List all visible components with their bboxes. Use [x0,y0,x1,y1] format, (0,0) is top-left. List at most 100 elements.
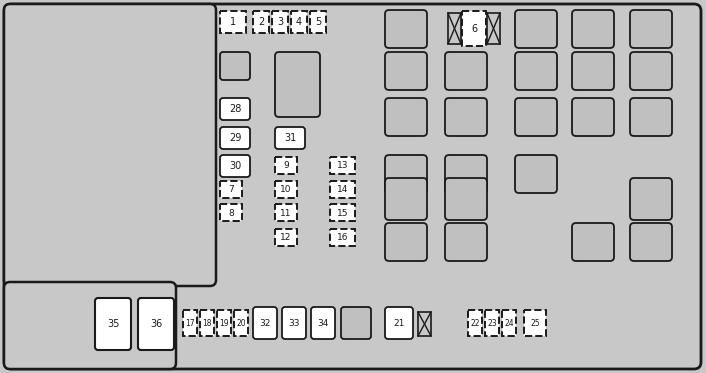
Text: 33: 33 [288,319,300,327]
FancyBboxPatch shape [630,52,672,90]
Text: 36: 36 [150,319,162,329]
Bar [275,229,297,246]
Bar [200,310,214,336]
Text: 34: 34 [317,319,329,327]
Text: 35: 35 [107,319,119,329]
Text: 21: 21 [393,319,405,327]
Bar [291,11,307,33]
FancyBboxPatch shape [572,223,614,261]
Text: 24: 24 [504,319,514,327]
Text: 19: 19 [219,319,229,327]
FancyBboxPatch shape [220,98,250,120]
Text: 8: 8 [228,209,234,217]
FancyBboxPatch shape [220,155,250,177]
FancyBboxPatch shape [385,155,427,193]
FancyBboxPatch shape [630,98,672,136]
FancyBboxPatch shape [445,52,487,90]
FancyBboxPatch shape [630,223,672,261]
FancyBboxPatch shape [515,10,557,48]
Text: 1: 1 [230,17,236,27]
FancyBboxPatch shape [275,127,305,149]
Text: 17: 17 [185,319,195,327]
FancyBboxPatch shape [275,52,320,117]
Bar [275,181,297,198]
Bar [220,181,242,198]
Text: 14: 14 [337,185,349,194]
Bar [418,312,431,336]
Text: 9: 9 [283,162,289,170]
Text: 3: 3 [277,17,283,27]
FancyBboxPatch shape [572,52,614,90]
FancyBboxPatch shape [445,98,487,136]
FancyBboxPatch shape [572,98,614,136]
Text: 18: 18 [202,319,212,327]
Text: 5: 5 [315,17,321,27]
Bar [234,310,248,336]
FancyBboxPatch shape [630,178,672,220]
Bar [272,11,288,33]
Text: 22: 22 [470,319,480,327]
Bar [330,181,355,198]
FancyBboxPatch shape [445,178,487,220]
FancyBboxPatch shape [385,10,427,48]
Text: 2: 2 [258,17,264,27]
FancyBboxPatch shape [515,98,557,136]
FancyBboxPatch shape [4,4,216,286]
Text: 25: 25 [530,319,540,327]
FancyBboxPatch shape [95,298,131,350]
FancyBboxPatch shape [253,307,277,339]
FancyBboxPatch shape [385,98,427,136]
Bar [275,157,297,174]
Text: 32: 32 [259,319,270,327]
Bar [253,11,269,33]
FancyBboxPatch shape [341,307,371,339]
Bar [502,310,516,336]
Bar [485,310,499,336]
FancyBboxPatch shape [385,52,427,90]
FancyBboxPatch shape [4,4,701,369]
FancyBboxPatch shape [445,155,487,193]
Text: 29: 29 [229,133,241,143]
FancyBboxPatch shape [515,52,557,90]
FancyBboxPatch shape [515,155,557,193]
FancyBboxPatch shape [4,282,176,369]
Bar [183,310,197,336]
Bar [330,229,355,246]
Text: 12: 12 [280,233,292,242]
FancyBboxPatch shape [572,10,614,48]
Text: 16: 16 [337,233,349,242]
Bar [220,11,246,33]
Text: 30: 30 [229,161,241,171]
FancyBboxPatch shape [385,223,427,261]
Text: 7: 7 [228,185,234,194]
Text: 31: 31 [284,133,296,143]
Bar [448,13,461,44]
Text: 11: 11 [280,209,292,217]
Text: 6: 6 [471,24,477,34]
Bar [275,204,297,221]
Text: 20: 20 [237,319,246,327]
FancyBboxPatch shape [311,307,335,339]
Bar [330,204,355,221]
Text: 23: 23 [487,319,497,327]
FancyBboxPatch shape [282,307,306,339]
Text: 15: 15 [337,209,349,217]
FancyBboxPatch shape [630,10,672,48]
FancyBboxPatch shape [138,298,174,350]
Bar [468,310,482,336]
FancyBboxPatch shape [385,307,413,339]
Bar [310,11,326,33]
FancyBboxPatch shape [220,52,250,80]
Bar [524,310,546,336]
Bar [462,11,486,46]
Bar [330,157,355,174]
Text: 13: 13 [337,162,349,170]
FancyBboxPatch shape [445,223,487,261]
FancyBboxPatch shape [220,127,250,149]
Bar [217,310,231,336]
Bar [220,204,242,221]
Text: 4: 4 [296,17,302,27]
Text: 10: 10 [280,185,292,194]
Bar [487,13,500,44]
Text: 28: 28 [229,104,241,114]
